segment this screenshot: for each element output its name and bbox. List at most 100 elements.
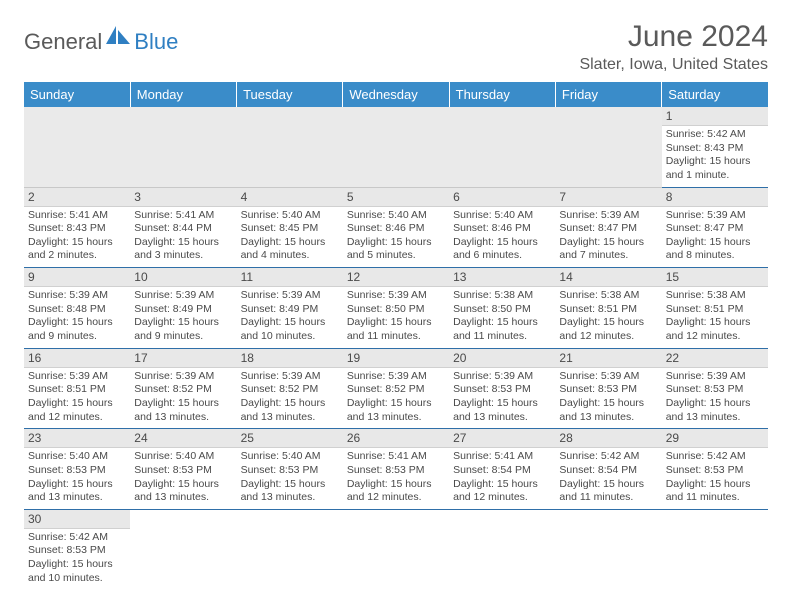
day-sr: Sunrise: 5:39 AM	[28, 370, 126, 384]
day-number: 2	[24, 188, 130, 207]
day-cell: 20 Sunrise: 5:39 AMSunset: 8:53 PMDayligh…	[449, 348, 555, 429]
day-sr: Sunrise: 5:39 AM	[28, 289, 126, 303]
day-sr: Sunrise: 5:38 AM	[559, 289, 657, 303]
day-info: Sunrise: 5:41 AMSunset: 8:44 PMDaylight:…	[134, 209, 232, 264]
day-cell: 17Sunrise: 5:39 AMSunset: 8:52 PMDayligh…	[130, 348, 236, 429]
day-dl: Daylight: 15 hours and 10 minutes.	[241, 316, 339, 343]
day-sr: Sunrise: 5:39 AM	[559, 209, 657, 223]
day-dl: Daylight: 15 hours and 11 minutes.	[666, 478, 764, 505]
day-info: Sunrise: 5:40 AMSunset: 8:53 PMDaylight:…	[241, 450, 339, 505]
day-header: Thursday	[449, 82, 555, 107]
day-cell	[449, 509, 555, 589]
day-number: 19	[343, 349, 449, 368]
day-number: 23	[24, 429, 130, 448]
day-ss: Sunset: 8:47 PM	[666, 222, 764, 236]
day-sr: Sunrise: 5:40 AM	[134, 450, 232, 464]
day-dl: Daylight: 15 hours and 11 minutes.	[453, 316, 551, 343]
day-cell: 4Sunrise: 5:40 AMSunset: 8:45 PMDaylight…	[237, 187, 343, 268]
day-info: Sunrise: 5:40 AMSunset: 8:46 PMDaylight:…	[347, 209, 445, 264]
day-cell: 6Sunrise: 5:40 AMSunset: 8:46 PMDaylight…	[449, 187, 555, 268]
day-ss: Sunset: 8:50 PM	[453, 303, 551, 317]
day-cell: 26Sunrise: 5:41 AMSunset: 8:53 PMDayligh…	[343, 429, 449, 510]
day-cell	[555, 107, 661, 187]
day-number: 24	[130, 429, 236, 448]
day-cell: 29Sunrise: 5:42 AMSunset: 8:53 PMDayligh…	[662, 429, 768, 510]
day-cell	[130, 509, 236, 589]
day-info: Sunrise: 5:41 AMSunset: 8:54 PMDaylight:…	[453, 450, 551, 505]
day-number: 4	[237, 188, 343, 207]
day-number: 9	[24, 268, 130, 287]
day-sr: Sunrise: 5:41 AM	[28, 209, 126, 223]
day-sr: Sunrise: 5:39 AM	[559, 370, 657, 384]
day-dl: Daylight: 15 hours and 13 minutes.	[559, 397, 657, 424]
day-cell	[662, 509, 768, 589]
day-dl: Daylight: 15 hours and 7 minutes.	[559, 236, 657, 263]
day-header: Friday	[555, 82, 661, 107]
day-number: 20	[449, 349, 555, 368]
logo-text-general: General	[24, 29, 102, 55]
day-number: 28	[555, 429, 661, 448]
day-dl: Daylight: 15 hours and 13 minutes.	[134, 478, 232, 505]
day-sr: Sunrise: 5:41 AM	[134, 209, 232, 223]
day-dl: Daylight: 15 hours and 11 minutes.	[347, 316, 445, 343]
day-dl: Daylight: 15 hours and 5 minutes.	[347, 236, 445, 263]
day-cell: 27Sunrise: 5:41 AMSunset: 8:54 PMDayligh…	[449, 429, 555, 510]
day-number: 30	[24, 510, 130, 529]
day-info: Sunrise: 5:39 AMSunset: 8:53 PMDaylight:…	[453, 370, 551, 425]
day-dl: Daylight: 15 hours and 6 minutes.	[453, 236, 551, 263]
day-info: Sunrise: 5:40 AMSunset: 8:53 PMDaylight:…	[28, 450, 126, 505]
day-dl: Daylight: 15 hours and 1 minute.	[666, 155, 764, 182]
day-sr: Sunrise: 5:38 AM	[453, 289, 551, 303]
day-cell: 19Sunrise: 5:39 AMSunset: 8:52 PMDayligh…	[343, 348, 449, 429]
day-sr: Sunrise: 5:39 AM	[241, 370, 339, 384]
day-dl: Daylight: 15 hours and 12 minutes.	[28, 397, 126, 424]
day-sr: Sunrise: 5:39 AM	[347, 370, 445, 384]
day-cell: 30Sunrise: 5:42 AMSunset: 8:53 PMDayligh…	[24, 509, 130, 589]
day-number: 25	[237, 429, 343, 448]
day-ss: Sunset: 8:52 PM	[134, 383, 232, 397]
day-info: Sunrise: 5:38 AMSunset: 8:51 PMDaylight:…	[666, 289, 764, 344]
day-header: Sunday	[24, 82, 130, 107]
day-sr: Sunrise: 5:39 AM	[134, 289, 232, 303]
day-dl: Daylight: 15 hours and 12 minutes.	[347, 478, 445, 505]
day-ss: Sunset: 8:53 PM	[666, 383, 764, 397]
day-number: 14	[555, 268, 661, 287]
day-ss: Sunset: 8:51 PM	[28, 383, 126, 397]
day-sr: Sunrise: 5:40 AM	[28, 450, 126, 464]
day-sr: Sunrise: 5:39 AM	[134, 370, 232, 384]
day-number: 12	[343, 268, 449, 287]
day-cell: 10Sunrise: 5:39 AMSunset: 8:49 PMDayligh…	[130, 268, 236, 349]
day-cell: 1Sunrise: 5:42 AMSunset: 8:43 PMDaylight…	[662, 107, 768, 187]
day-ss: Sunset: 8:51 PM	[559, 303, 657, 317]
day-cell: 22Sunrise: 5:39 AMSunset: 8:53 PMDayligh…	[662, 348, 768, 429]
day-dl: Daylight: 15 hours and 13 minutes.	[666, 397, 764, 424]
day-number: 18	[237, 349, 343, 368]
week-row: 1Sunrise: 5:42 AMSunset: 8:43 PMDaylight…	[24, 107, 768, 187]
day-header: Saturday	[662, 82, 768, 107]
day-cell: 28 Sunrise: 5:42 AMSunset: 8:54 PMDayligh…	[555, 429, 661, 510]
day-cell	[343, 107, 449, 187]
day-cell: 5Sunrise: 5:40 AMSunset: 8:46 PMDaylight…	[343, 187, 449, 268]
day-cell: 8Sunrise: 5:39 AMSunset: 8:47 PMDaylight…	[662, 187, 768, 268]
day-dl: Daylight: 15 hours and 13 minutes.	[241, 397, 339, 424]
day-ss: Sunset: 8:47 PM	[559, 222, 657, 236]
day-cell	[343, 509, 449, 589]
day-dl: Daylight: 15 hours and 10 minutes.	[28, 558, 126, 585]
day-cell	[237, 107, 343, 187]
day-ss: Sunset: 8:50 PM	[347, 303, 445, 317]
day-cell: 18Sunrise: 5:39 AMSunset: 8:52 PMDayligh…	[237, 348, 343, 429]
day-info: Sunrise: 5:39 AMSunset: 8:50 PMDaylight:…	[347, 289, 445, 344]
day-dl: Daylight: 15 hours and 9 minutes.	[28, 316, 126, 343]
day-sr: Sunrise: 5:42 AM	[28, 531, 126, 545]
day-cell: 23 Sunrise: 5:40 AMSunset: 8:53 PMDayligh…	[24, 429, 130, 510]
day-ss: Sunset: 8:53 PM	[134, 464, 232, 478]
day-dl: Daylight: 15 hours and 13 minutes.	[28, 478, 126, 505]
day-ss: Sunset: 8:49 PM	[134, 303, 232, 317]
day-info: Sunrise: 5:42 AMSunset: 8:54 PMDaylight:…	[559, 450, 657, 505]
day-ss: Sunset: 8:49 PM	[241, 303, 339, 317]
day-sr: Sunrise: 5:40 AM	[241, 450, 339, 464]
day-info: Sunrise: 5:39 AMSunset: 8:48 PMDaylight:…	[28, 289, 126, 344]
day-ss: Sunset: 8:54 PM	[453, 464, 551, 478]
day-info: Sunrise: 5:39 AMSunset: 8:47 PMDaylight:…	[666, 209, 764, 264]
day-sr: Sunrise: 5:39 AM	[453, 370, 551, 384]
